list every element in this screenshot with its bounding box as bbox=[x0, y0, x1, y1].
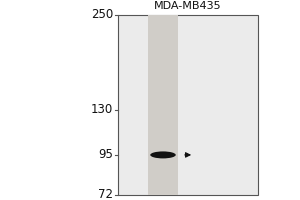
Ellipse shape bbox=[150, 151, 176, 158]
Text: MDA-MB435: MDA-MB435 bbox=[154, 1, 222, 11]
Bar bbox=[118, 15, 258, 195]
Text: 95: 95 bbox=[98, 148, 113, 161]
Bar bbox=[148, 15, 178, 195]
Text: 250: 250 bbox=[91, 8, 113, 21]
Text: 130: 130 bbox=[91, 103, 113, 116]
Text: 72: 72 bbox=[98, 188, 113, 200]
